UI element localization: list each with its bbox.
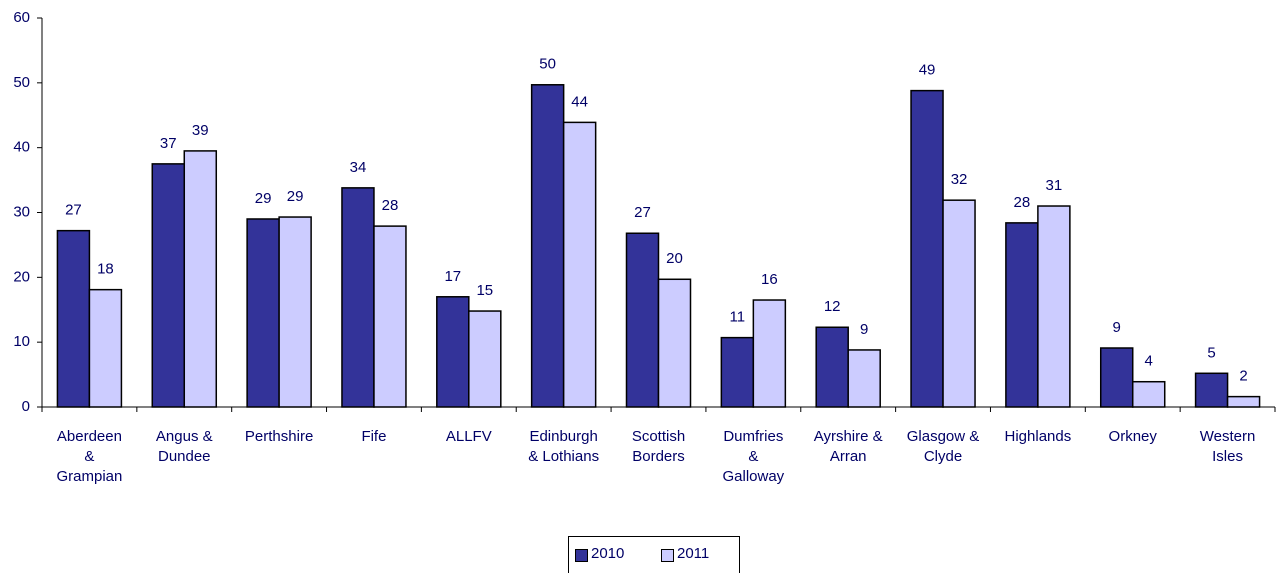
data-label: 27 <box>65 202 82 219</box>
data-label: 2 <box>1239 368 1247 385</box>
x-tick-label: Orkney <box>1108 428 1157 445</box>
data-label: 34 <box>350 159 367 176</box>
data-label: 29 <box>255 190 272 207</box>
data-label: 39 <box>192 122 209 139</box>
data-label: 37 <box>160 135 177 152</box>
bar <box>562 121 597 408</box>
bar <box>1099 347 1134 408</box>
y-tick-label: 40 <box>13 139 30 156</box>
x-tick-label: Edinburgh & Lothians <box>528 428 600 465</box>
x-tick-label: Ayrshire & Arran <box>813 428 883 465</box>
bar <box>720 336 755 408</box>
bar <box>1194 372 1229 408</box>
data-label: 31 <box>1046 177 1063 194</box>
bar <box>847 349 881 408</box>
x-tick-label: Glasgow & Clyde <box>906 428 980 465</box>
x-tick-label: Angus & Dundee <box>155 428 213 465</box>
x-tick-label: Aberdeen & Grampian <box>56 428 123 485</box>
data-label: 9 <box>1113 319 1121 336</box>
data-label: 50 <box>539 56 556 73</box>
legend: 2010 2011 <box>568 536 740 573</box>
legend-swatch <box>575 549 588 562</box>
y-tick-label: 20 <box>13 268 30 285</box>
x-tick-label: Perthshire <box>244 428 314 445</box>
bar <box>752 299 787 408</box>
bar <box>910 89 944 408</box>
bar <box>56 229 91 408</box>
y-tick-label: 30 <box>13 203 30 220</box>
data-label: 29 <box>287 188 304 205</box>
y-tick-label: 60 <box>13 9 30 26</box>
data-label: 44 <box>571 93 588 110</box>
data-label: 9 <box>860 321 868 338</box>
legend-swatch <box>661 549 674 562</box>
bar <box>278 216 312 408</box>
data-label: 28 <box>1014 194 1031 211</box>
bar <box>1131 380 1166 408</box>
data-label: 4 <box>1145 353 1153 370</box>
legend-label: 2010 <box>591 545 625 562</box>
bar <box>436 296 470 408</box>
data-label: 49 <box>919 62 936 79</box>
x-tick-label: Dumfries & Galloway <box>722 428 785 485</box>
x-tick-label: ALLFV <box>445 428 492 445</box>
bar <box>625 232 660 408</box>
data-label: 17 <box>444 268 461 285</box>
data-label: 28 <box>382 197 399 214</box>
bar <box>246 218 280 408</box>
x-tick-label: Highlands <box>1004 428 1072 445</box>
data-label: 11 <box>730 309 746 326</box>
bar <box>341 187 375 408</box>
bar <box>468 310 502 408</box>
bar <box>373 225 407 408</box>
bar <box>183 150 218 408</box>
y-tick-label: 10 <box>13 333 30 350</box>
x-tick-label: Western Isles <box>1199 428 1256 465</box>
x-tick-label: Fife <box>361 428 387 445</box>
bar <box>815 326 849 408</box>
bar <box>530 84 565 408</box>
bar <box>1226 395 1261 408</box>
data-label: 5 <box>1207 344 1215 361</box>
bar <box>942 199 976 408</box>
data-label: 18 <box>97 261 114 278</box>
data-label: 32 <box>951 171 968 188</box>
data-label: 16 <box>761 271 778 288</box>
bar <box>88 288 123 408</box>
y-tick-label: 50 <box>13 74 30 91</box>
bar <box>1037 205 1071 408</box>
data-label: 15 <box>476 282 493 299</box>
bar <box>657 278 692 408</box>
data-label: 20 <box>666 250 683 267</box>
y-tick-label: 0 <box>22 398 30 415</box>
data-label: 27 <box>634 204 651 221</box>
data-label: 12 <box>824 298 841 315</box>
legend-label: 2011 <box>677 545 710 562</box>
bar <box>1005 222 1039 408</box>
x-tick-label: Scottish Borders <box>631 428 686 465</box>
bar <box>151 163 186 408</box>
